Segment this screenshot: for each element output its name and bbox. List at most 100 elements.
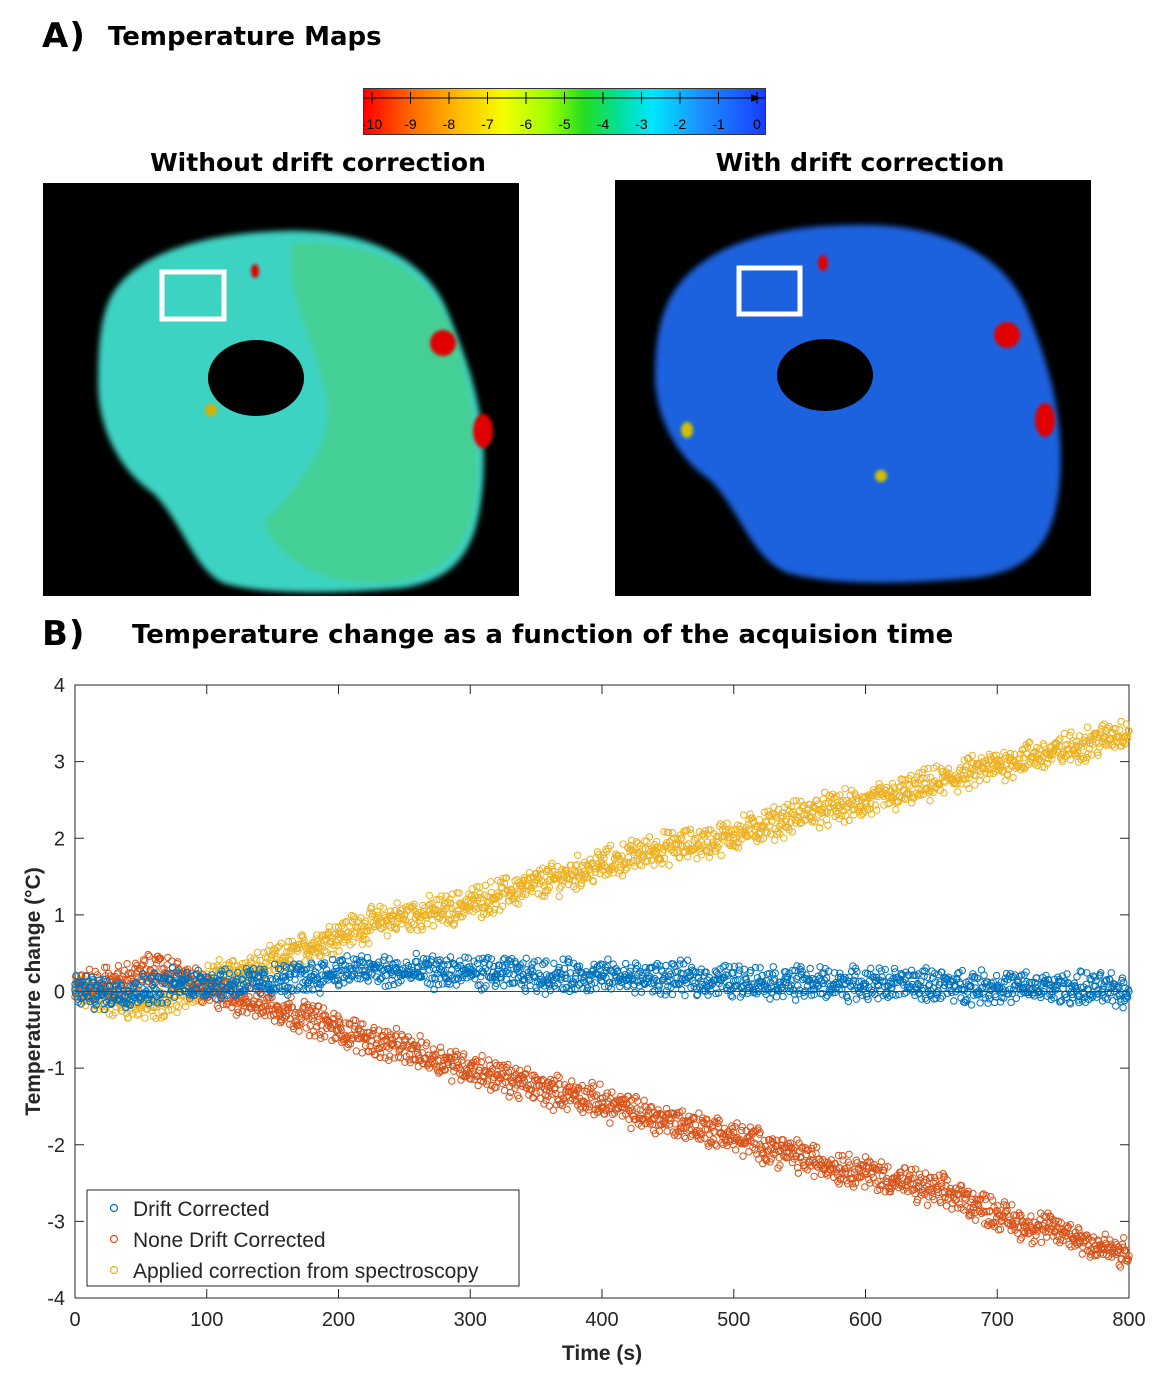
scatter-point: [1085, 736, 1093, 744]
scatter-point: [1075, 732, 1084, 740]
scatter-point: [684, 840, 692, 848]
scatter-point: [481, 881, 490, 890]
scatter-point: [317, 952, 325, 960]
scatter-point: [1104, 737, 1112, 745]
scatter-point: [238, 959, 247, 968]
scatter-point: [421, 904, 429, 912]
scatter-point: [892, 805, 900, 814]
scatter-point: [656, 855, 665, 864]
scatter-point: [367, 902, 376, 911]
scatter-point: [548, 859, 556, 867]
scatter-point: [349, 938, 357, 946]
colorbar-tick-label: -4: [597, 116, 610, 132]
scatter-point: [417, 922, 426, 930]
scatter-point: [632, 838, 640, 846]
scatter-point: [383, 932, 391, 940]
scatter-point: [642, 858, 650, 866]
colorbar-tick-label: -1: [712, 116, 725, 132]
scatter-point: [475, 904, 483, 912]
scatter-point: [111, 1009, 119, 1017]
y-axis-label: Temperature change (°C): [22, 867, 45, 1115]
scatter-point: [265, 961, 274, 969]
scatter-point: [838, 811, 846, 820]
scatter-point: [319, 932, 328, 940]
scatter-point: [419, 907, 428, 915]
scatter-point: [693, 854, 701, 863]
scatter-point: [534, 890, 542, 898]
scatter-point: [521, 890, 530, 899]
scatter-point: [668, 828, 677, 837]
scatter-point: [555, 892, 563, 901]
scatter-point: [859, 809, 867, 818]
scatter-point: [1025, 739, 1033, 747]
scatter-point: [896, 792, 904, 800]
hole: [208, 340, 304, 416]
scatter-point: [1084, 750, 1092, 758]
scatter-point: [857, 802, 865, 810]
scatter-point: [903, 780, 912, 788]
scatter-point: [733, 838, 741, 847]
scatter-point: [124, 1013, 133, 1022]
scatter-point: [486, 908, 494, 916]
scatter-point: [807, 813, 816, 821]
scatter-point: [743, 832, 751, 840]
scatter-point: [556, 884, 564, 892]
scatter-point: [971, 781, 979, 789]
scatter-point: [172, 1001, 181, 1010]
scatter-point: [1105, 723, 1113, 731]
x-tick-label: 0: [69, 1309, 80, 1331]
panel-b-title: Temperature change as a function of the …: [132, 620, 954, 650]
scatter-point: [1056, 735, 1064, 743]
scatter-point: [1038, 763, 1046, 771]
scatter-point: [890, 789, 899, 797]
scatter-point: [353, 918, 361, 926]
scatter-point: [953, 780, 961, 788]
scatter-point: [712, 845, 720, 853]
scatter-point: [768, 817, 776, 826]
scatter-point: [390, 923, 399, 931]
scatter-point: [712, 832, 721, 841]
scatter-point: [1043, 759, 1052, 768]
map-right-title: With drift correction: [715, 148, 1005, 177]
scatter-point: [817, 818, 825, 827]
scatter-point: [734, 844, 743, 852]
scatter-point: [1040, 763, 1049, 772]
scatter-point: [836, 791, 844, 799]
scatter-point: [81, 1001, 90, 1010]
scatter-point: [969, 766, 977, 775]
scatter-point: [989, 769, 997, 778]
scatter-point: [514, 900, 523, 908]
scatter-point: [160, 1012, 169, 1020]
x-tick-label: 400: [585, 1309, 618, 1331]
scatter-point: [498, 902, 507, 910]
map-left-title: Without drift correction: [150, 148, 486, 177]
scatter-point: [320, 946, 329, 955]
scatter-point: [392, 925, 401, 933]
scatter-point: [483, 897, 492, 906]
scatter-point: [510, 891, 519, 900]
scatter-point: [489, 909, 498, 917]
scatter-point: [1066, 731, 1074, 740]
scatter-point: [792, 796, 801, 805]
scatter-point: [898, 794, 906, 802]
scatter-point: [669, 848, 677, 856]
scatter-point: [845, 816, 853, 825]
scatter-point: [717, 851, 725, 860]
scatter-point: [826, 809, 835, 817]
scatter-point: [226, 965, 234, 974]
scatter-point: [990, 751, 998, 760]
scatter-point: [897, 775, 905, 783]
scatter-point: [313, 937, 322, 946]
scatter-point: [793, 817, 802, 825]
x-tick-label: 100: [190, 1309, 223, 1331]
scatter-point: [600, 854, 608, 863]
scatter-point: [215, 956, 223, 964]
scatter-point: [882, 783, 891, 792]
scatter-point: [705, 853, 714, 861]
scatter-point: [393, 899, 401, 907]
scatter-point: [589, 877, 598, 886]
scatter-point: [915, 769, 923, 777]
scatter-point: [473, 882, 481, 891]
scatter-point: [832, 792, 841, 801]
